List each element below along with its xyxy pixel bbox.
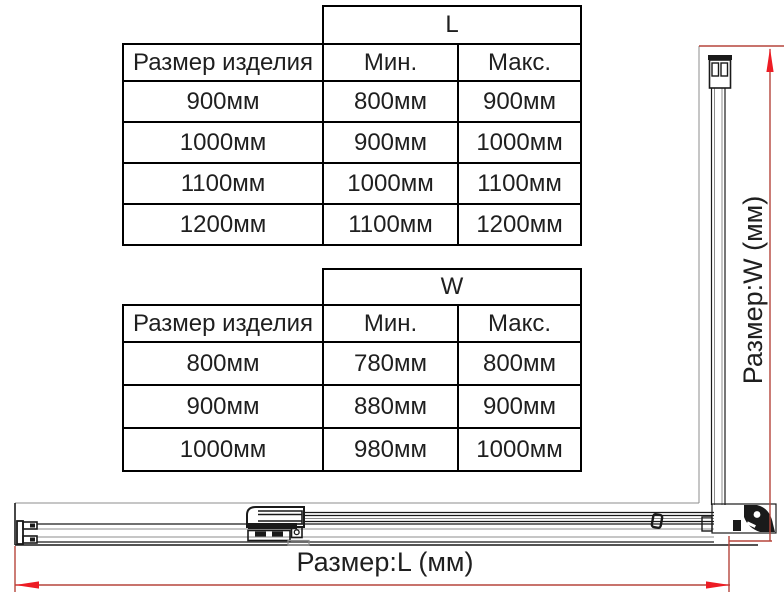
w-dimension: [699, 45, 784, 542]
arrow-left-icon: [15, 581, 39, 589]
table-cell: 900мм: [457, 384, 582, 429]
left-wall-profile: [16, 520, 38, 545]
table-cell: 980мм: [322, 427, 459, 472]
table-row: 1100мм 1000мм 1100мм: [122, 162, 583, 205]
table-cell: 1000мм: [457, 427, 582, 472]
arrow-right-icon: [706, 581, 730, 589]
table-cell: 1200мм: [456, 203, 583, 246]
table-row: 1000мм 980мм 1000мм: [122, 427, 582, 472]
table-cell: 900мм: [122, 384, 324, 429]
table-cell: 800мм: [322, 80, 459, 123]
table-cell: 880мм: [322, 384, 459, 429]
table-cell: 900мм: [456, 80, 583, 123]
table-row: 900мм 800мм 900мм: [122, 80, 583, 123]
table-cell: 800мм: [122, 341, 324, 386]
arrow-up-icon: [766, 48, 774, 72]
table-cell: 780мм: [322, 341, 459, 386]
table-cell: 1000мм: [122, 121, 324, 164]
size-table-l: L Размер изделия Мин. Макс. 900мм 800мм …: [122, 5, 583, 246]
table-row: 900мм 880мм 900мм: [122, 384, 582, 429]
table-cell: 1000мм: [456, 121, 583, 164]
table-row: 1000мм 900мм 1000мм: [122, 121, 583, 164]
column-header-min: Мин.: [322, 304, 459, 343]
table-cell: 900мм: [122, 80, 324, 123]
table-cell: 1000мм: [122, 427, 324, 472]
enclosure-outline: [14, 46, 758, 546]
column-header-max: Макс.: [456, 43, 583, 82]
table-row: 1200мм 1100мм 1200мм: [122, 203, 583, 246]
width-dimension-label: Размер:W (мм): [738, 195, 768, 385]
table-cell: 900мм: [322, 121, 459, 164]
column-header-product-size: Размер изделия: [122, 43, 324, 82]
table-cell: 1100мм: [322, 203, 459, 246]
column-header-max: Макс.: [457, 304, 582, 343]
length-dimension-label: Размер:L (мм): [296, 547, 474, 577]
table-l-group-header: L: [321, 5, 583, 45]
table-cell: 1100мм: [456, 162, 583, 205]
table-row: 800мм 780мм 800мм: [122, 341, 582, 386]
size-table-w: W Размер изделия Мин. Макс. 800мм 780мм …: [122, 268, 582, 472]
top-bracket: [708, 55, 732, 89]
door-stopper: [650, 513, 664, 529]
door-glass-lines: [304, 511, 714, 523]
table-cell: 1100мм: [122, 162, 324, 205]
column-header-min: Мин.: [322, 43, 459, 82]
roller-carriage: [246, 506, 310, 546]
table-cell: 800мм: [457, 341, 582, 386]
bottom-rail-profile: [37, 523, 714, 543]
table-w-group-header: W: [322, 268, 582, 306]
right-wall-profile: [708, 55, 732, 505]
l-dimension: [14, 536, 730, 592]
table-cell: 1000мм: [322, 162, 459, 205]
column-header-product-size: Размер изделия: [122, 304, 324, 343]
table-cell: 1200мм: [122, 203, 324, 246]
corner-bracket: [701, 503, 777, 534]
